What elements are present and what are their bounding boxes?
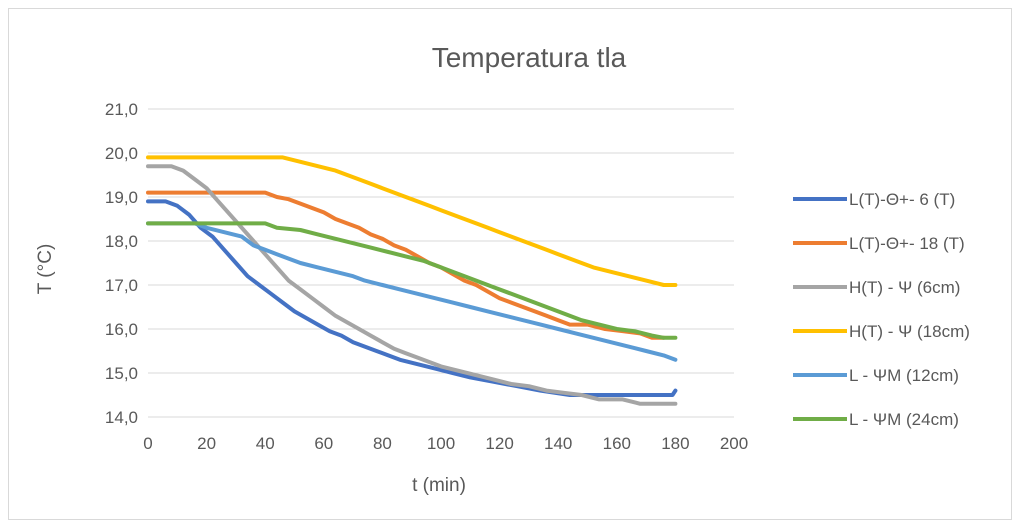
legend-item-label: L(T)-Θ+- 18 (T) [849, 234, 965, 253]
series-lines [146, 155, 678, 406]
x-axis-ticks: 0 20 40 60 80 100 120 140 160 180 200 [143, 434, 748, 453]
y-tick-label: 15,0 [105, 364, 138, 383]
line-chart: Temperatura tla 14,0 15,0 16,0 17,0 18,0 19,0… [35, 42, 970, 496]
x-tick-label: 40 [256, 434, 275, 453]
y-tick-label: 19,0 [105, 188, 138, 207]
series-line [146, 221, 678, 340]
x-tick-label: 120 [485, 434, 513, 453]
x-tick-label: 180 [661, 434, 689, 453]
x-tick-label: 60 [314, 434, 333, 453]
legend-item-label: H(T) - Ψ (6cm) [849, 278, 960, 297]
x-tick-label: 0 [143, 434, 152, 453]
series-line [146, 155, 678, 287]
y-tick-label: 16,0 [105, 320, 138, 339]
series-line [146, 221, 678, 362]
x-tick-label: 100 [427, 434, 455, 453]
y-axis-label: T (°C) [35, 244, 56, 295]
x-tick-label: 160 [603, 434, 631, 453]
chart-title: Temperatura tla [432, 42, 627, 73]
x-axis-label: t (min) [412, 475, 466, 496]
legend-item-label: L(T)-Θ+- 6 (T) [849, 190, 955, 209]
y-tick-label: 14,0 [105, 408, 138, 427]
y-tick-label: 21,0 [105, 100, 138, 119]
y-axis-ticks: 14,0 15,0 16,0 17,0 18,0 19,0 20,0 21,0 [105, 100, 138, 427]
y-tick-label: 18,0 [105, 232, 138, 251]
series-line [146, 199, 678, 397]
legend-item-label: L - ΨM (12cm) [849, 366, 959, 385]
legend-item-label: L - ΨM (24cm) [849, 410, 959, 429]
x-tick-label: 80 [373, 434, 392, 453]
series-line [146, 164, 678, 406]
x-tick-label: 200 [720, 434, 748, 453]
legend-item-label: H(T) - Ψ (18cm) [849, 322, 970, 341]
x-tick-label: 140 [544, 434, 572, 453]
chart-area: Temperatura tla 14,0 15,0 16,0 17,0 18,0 19,0… [8, 8, 1012, 520]
y-tick-label: 20,0 [105, 144, 138, 163]
x-tick-label: 20 [197, 434, 216, 453]
y-tick-label: 17,0 [105, 276, 138, 295]
legend: L(T)-Θ+- 6 (T) L(T)-Θ+- 18 (T) H(T) - Ψ (6… [793, 190, 970, 429]
